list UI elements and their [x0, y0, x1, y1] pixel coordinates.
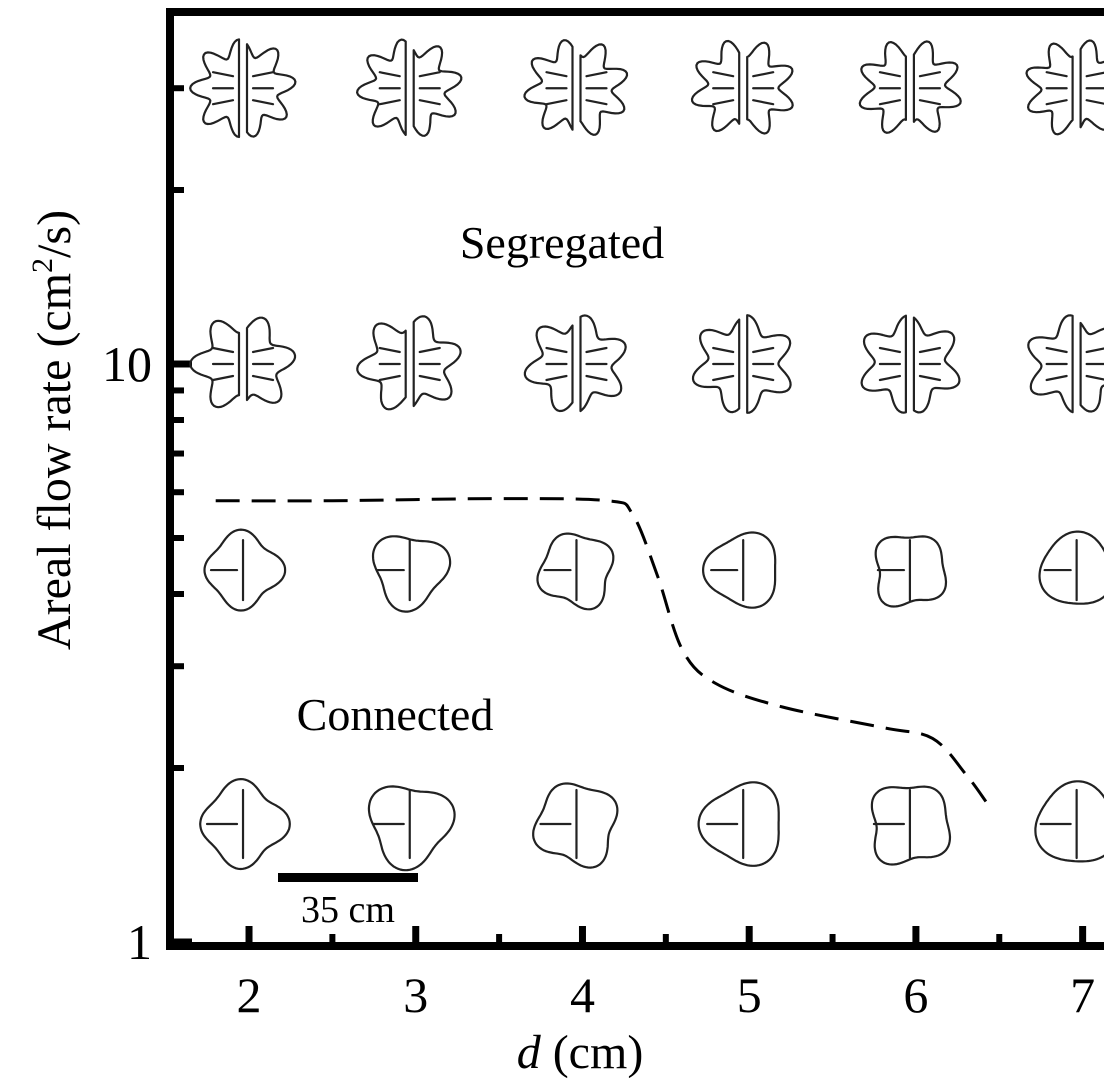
y-tick-label: 1	[127, 914, 152, 970]
y-axis-ticks: 1 10	[102, 85, 192, 970]
phase-boundary-dashed-line	[215, 497, 988, 803]
pattern-segregated-r0-c5	[1025, 39, 1104, 136]
pattern-segregated-r1-c2	[523, 314, 627, 413]
scale-bar-label: 35 cm	[301, 889, 395, 931]
y-axis-title-main: Areal flow rate (cm	[28, 273, 81, 650]
y-axis-title-superscript: 2	[26, 258, 59, 273]
pattern-segregated-r0-c0	[189, 38, 297, 139]
pattern-segregated-r0-c3	[690, 39, 794, 135]
x-tick-label: 2	[237, 967, 262, 1023]
pattern-connected-r3-c2	[532, 782, 619, 869]
y-axis-title: Areal flow rate (cm2/s)	[26, 210, 81, 650]
x-axis-title: d (cm)	[517, 1026, 644, 1079]
x-axis-ticks: 2 3 4 5 6 7	[237, 926, 1095, 1023]
pattern-connected-r3-c0	[199, 778, 291, 871]
pattern-segregated-r1-c3	[691, 314, 792, 414]
pattern-segregated-r1-c1	[356, 315, 462, 411]
pattern-segregated-r0-c1	[356, 38, 463, 137]
x-tick-label: 3	[403, 967, 428, 1023]
segregated-label: Segregated	[460, 217, 664, 268]
pattern-connected-r2-c3	[702, 531, 777, 609]
x-axis-title-symbol: d	[517, 1026, 542, 1079]
pattern-segregated-r0-c2	[523, 39, 629, 136]
scale-bar	[278, 873, 418, 882]
y-axis-title-end: /s)	[28, 210, 81, 258]
x-tick-label: 4	[570, 967, 595, 1023]
pattern-connected-r2-c4	[874, 535, 948, 608]
pattern-connected-r2-c5	[1038, 530, 1104, 605]
x-tick-label: 6	[903, 967, 928, 1023]
x-tick-label: 5	[737, 967, 762, 1023]
pattern-segregated-r1-c0	[189, 316, 297, 409]
x-tick-label: 7	[1070, 967, 1095, 1023]
pattern-connected-r3-c1	[367, 785, 456, 872]
pattern-connected-r2-c0	[203, 528, 287, 612]
pattern-segregated-r0-c4	[858, 40, 962, 134]
pattern-connected-r3-c5	[1034, 780, 1104, 863]
y-tick-label: 10	[102, 336, 152, 392]
connected-label: Connected	[297, 689, 494, 740]
pattern-connected-r2-c2	[536, 532, 615, 611]
pattern-segregated-r1-c4	[860, 314, 961, 414]
pattern-connected-r2-c1	[371, 535, 452, 613]
pattern-connected-r3-c3	[697, 781, 780, 867]
finger-patterns	[189, 38, 1104, 872]
pattern-segregated-r1-c5	[1027, 314, 1104, 414]
plot-frame	[166, 8, 1104, 950]
x-axis-title-unit: (cm)	[541, 1026, 644, 1079]
pattern-connected-r3-c4	[870, 785, 952, 866]
